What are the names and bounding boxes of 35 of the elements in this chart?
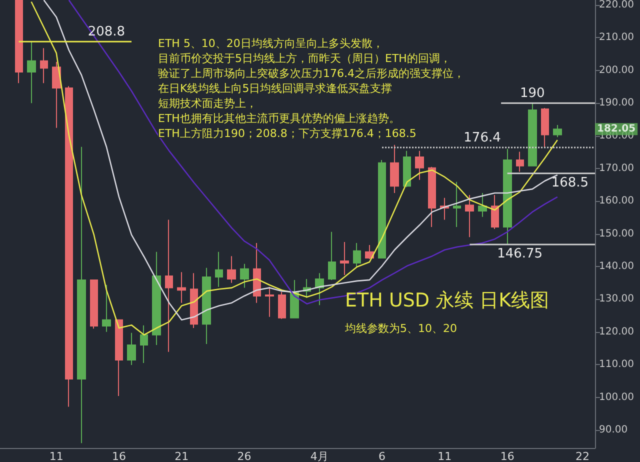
y-tick-label: 220.00 [599, 0, 634, 10]
data-label: 168.5 [551, 175, 589, 190]
y-tick-label: 100.00 [599, 392, 634, 403]
x-tick-label: 16 [500, 450, 514, 462]
y-tick-label: 120.00 [599, 326, 634, 338]
text: ETH USD 永续 日K线图 [345, 290, 550, 312]
y-tick-label: 150.00 [599, 228, 634, 240]
x-tick-label: 22 [575, 450, 590, 462]
annotation: 在日K线均线上向5日均线回调寻求逢低买盘支撑 [158, 82, 392, 95]
annotation: ETH 5、10、20日均线方向呈向上多头发散， [158, 37, 384, 50]
x-tick-label: 26 [237, 450, 252, 462]
x-tick-label: 21 [174, 450, 189, 462]
annotation: ETH上方阻力190；208.8；下方支撑176.4；168.5 [158, 127, 416, 140]
y-tick-label: 90.00 [599, 424, 628, 436]
annotation: 短期技术面走势上， [158, 97, 257, 110]
text: 均线参数为5、10、20 [344, 322, 457, 335]
data-label: 176.4 [464, 130, 501, 146]
y-tick-label: 110.00 [599, 359, 634, 370]
x-tick-label: 6 [378, 450, 386, 462]
y-tick-label: 130.00 [599, 294, 634, 305]
y-tick-label: 170.00 [599, 162, 634, 174]
y-tick-label: 200.00 [599, 64, 634, 76]
y-tick-label: 140.00 [599, 261, 634, 272]
data-label: 146.75 [497, 246, 543, 262]
annotation: 目前币价交投于5日均线上方，而昨天（周日）ETH的回调， [158, 52, 451, 65]
annotation: ETH也拥有比其他主流币更具优势的偏上涨趋势。 [158, 112, 400, 125]
y-tick-label: 190.00 [599, 98, 634, 109]
y-tick-label: 160.00 [599, 196, 634, 207]
x-tick-label: 11 [438, 450, 452, 462]
annotation: 验证了上周市场向上突破多次压力176.4之后形成的强支撑位， [158, 67, 464, 80]
y-tick-label: 210.00 [599, 32, 634, 44]
x-tick-label: 11 [49, 450, 64, 462]
x-tick-label: 4月 [310, 450, 328, 462]
x-tick-label: 16 [112, 450, 126, 462]
data-label: 190 [520, 86, 545, 102]
